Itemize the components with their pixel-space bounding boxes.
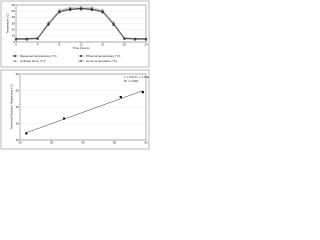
x-tick-label: 60: [144, 140, 148, 144]
marker: [112, 20, 115, 24]
marker: [101, 10, 104, 13]
marker: [58, 10, 61, 13]
marker: [79, 7, 83, 10]
marker: [63, 117, 66, 120]
marker: [79, 8, 83, 11]
marker: [79, 59, 83, 63]
marker: [144, 37, 148, 41]
y-tick-label: 20: [16, 138, 20, 142]
marker: [90, 8, 93, 11]
y-axis-label: Theoretical Radiation Temperature (°C): [10, 84, 14, 129]
y-tick-label: 60: [12, 3, 16, 7]
y-tick-label: 20: [12, 27, 16, 31]
marker: [25, 132, 28, 135]
series-line: [16, 8, 146, 40]
legend-label: Ambient temp. (°C): [20, 59, 46, 63]
x-tick-label: 50: [113, 140, 117, 144]
marker: [47, 20, 50, 24]
legend-label: Measured temperature (°C): [20, 54, 57, 58]
marker: [90, 8, 93, 11]
equation: y = 0.917x + 4.169: [124, 75, 149, 79]
y-tick-label: 60: [16, 72, 20, 76]
y-tick-label: 40: [12, 15, 16, 19]
marker: [79, 5, 83, 8]
marker: [79, 54, 83, 58]
trendline: [26, 90, 143, 133]
r-squared: R² = 0.993: [124, 79, 138, 83]
legend-label: Physical temperature (°C): [86, 54, 120, 58]
series-line: [16, 6, 146, 39]
plot-area: [19, 73, 147, 141]
y-tick-label: 10: [12, 34, 16, 38]
plot-area: [15, 4, 147, 43]
x-tick-label: 8: [58, 42, 60, 46]
marker: [13, 59, 17, 62]
y-tick-label: 50: [16, 88, 20, 92]
x-tick-label: 20: [18, 140, 22, 144]
marker: [90, 6, 94, 9]
x-axis-label: Time (hours): [73, 46, 90, 50]
legend-label: Cross temperature (°C): [86, 59, 117, 63]
marker: [58, 11, 61, 14]
x-tick-label: 0: [15, 42, 17, 46]
marker: [47, 23, 50, 26]
marker: [68, 6, 72, 9]
x-tick-label: 24: [144, 42, 148, 46]
y-tick-label: 30: [12, 21, 16, 25]
bottom-frame: [0, 69, 150, 150]
x-tick-label: 20: [123, 42, 127, 46]
marker: [58, 8, 61, 11]
marker: [101, 11, 104, 14]
x-tick-label: 12: [79, 42, 83, 46]
top-frame: [0, 0, 150, 68]
y-tick-label: 40: [16, 105, 20, 109]
y-axis-label: Temperature (°C): [6, 13, 10, 33]
series-line: [16, 9, 146, 40]
marker: [25, 37, 28, 41]
marker: [123, 37, 126, 40]
marker: [13, 54, 17, 58]
page: 0 10 20 30 40 50 60 0 4 8 12 16 20 24 Temperature (°C)…: [0, 0, 150, 150]
x-tick-label: 40: [81, 140, 85, 144]
marker: [112, 23, 115, 26]
marker: [69, 8, 72, 11]
x-tick-label: 16: [101, 42, 105, 46]
marker: [141, 91, 144, 94]
y-tick-label: 50: [12, 9, 16, 13]
marker: [119, 96, 122, 99]
marker: [101, 8, 104, 11]
marker: [14, 37, 18, 41]
y-tick-label: 0: [13, 40, 15, 44]
x-tick-label: 30: [50, 140, 54, 144]
marker: [69, 8, 72, 11]
marker: [134, 37, 137, 41]
y-tick-label: 30: [16, 121, 20, 125]
x-tick-label: 4: [37, 42, 39, 46]
marker: [36, 37, 39, 40]
